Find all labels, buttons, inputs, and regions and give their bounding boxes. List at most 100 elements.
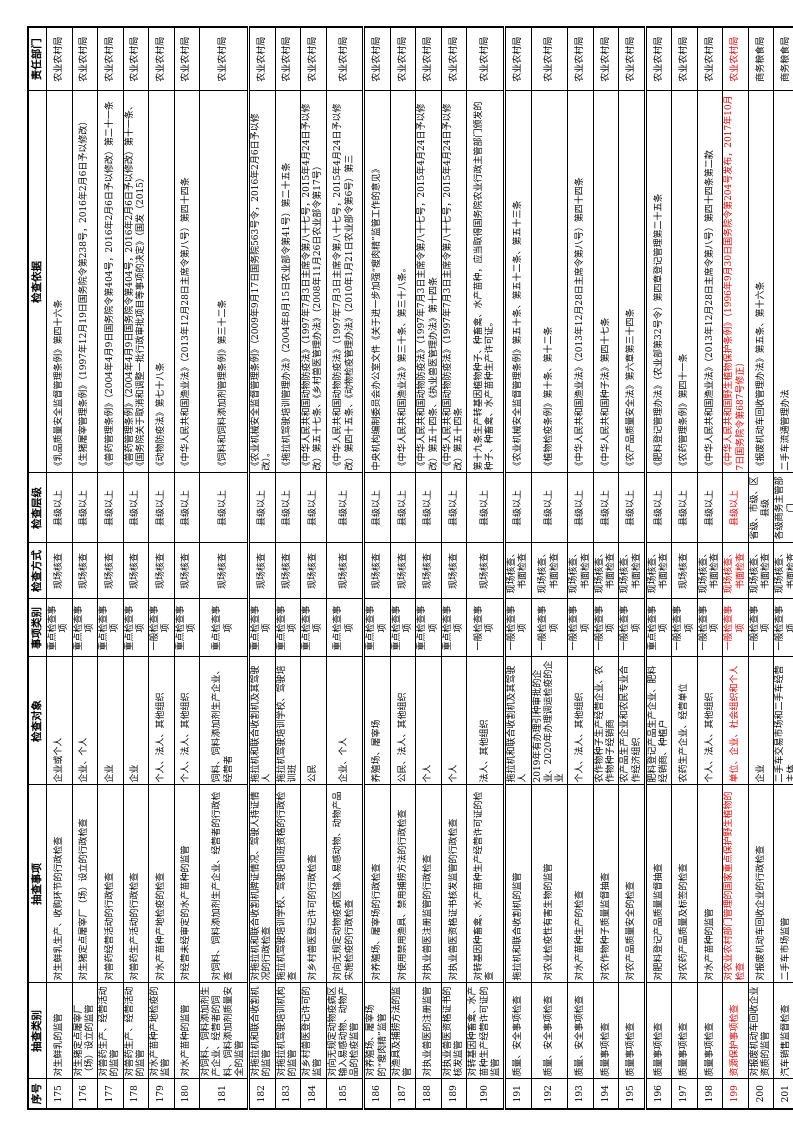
cell-category: 对渔具及捕捞方法的监管: [390, 983, 416, 1079]
cell-target: 个人: [441, 657, 467, 785]
cell-target: 农作物种子生产经营企业、农作物种子经销商: [593, 657, 619, 785]
cell-level: 县级以上: [123, 473, 149, 543]
cell-level: 县级以上: [697, 473, 723, 543]
cell-target: 个人、法人、其他组织: [567, 657, 594, 785]
table-row: 188 对执业兽医的注册监管 对执业兽医注册监管的行政检查 个人 重点检查事项 现场核查县…: [415, 27, 442, 1109]
cell-item-type: 重点检查事项: [275, 599, 301, 657]
cell-level: 县级以上: [618, 473, 646, 543]
cell-target: 二手车交易市场和二手车经营主体: [773, 657, 793, 785]
cell-level: 县级以上: [97, 473, 124, 543]
cell-no: 191: [504, 1079, 532, 1109]
cell-item-type: 重点检查事项: [72, 599, 98, 657]
cell-item: 对生猪定点屠宰厂（场）设立的行政检查: [72, 785, 98, 983]
cell-item-type: 重点检查事项: [46, 599, 73, 657]
cell-department: 农业农村局: [504, 27, 532, 91]
cell-no: 186: [363, 1079, 391, 1109]
cell-department: 农业农村局: [441, 27, 467, 91]
cell-item-type: 一般检查事项: [593, 599, 619, 657]
cell-no: 187: [390, 1079, 416, 1109]
cell-item-type: 重点检查事项: [248, 599, 276, 657]
rotated-table-container: 序号 抽查类别 抽查事项 检查对象 事项类别 检查方式 检查层级 检查依据 责任部门 175 对生…: [27, 26, 793, 1110]
cell-basis: 《农业机械安全监督管理条例》（2009年9月17日国务院563号令，2016年2…: [248, 91, 276, 473]
cell-no: 182: [248, 1079, 276, 1109]
cell-method: 现场核查: [671, 543, 698, 599]
cell-no: 185: [326, 1079, 364, 1109]
cell-method: 现场核查、书面检查: [531, 543, 568, 599]
cell-item: 对转基因种畜禽、水产苗种生产经营许可证的检查: [466, 785, 505, 983]
table-row: 195 质量事项检查 对农产品质量安全的检查 农产品生产企业和农民专业合作经济组织 一般…: [618, 27, 646, 1109]
cell-category: 对水产苗种产地检疫的监管: [148, 983, 175, 1079]
cell-method: 现场核查、书面检查: [504, 543, 532, 599]
cell-target: 农产品生产企业和农民专业合作经济组织: [618, 657, 646, 785]
cell-method: 现场核查: [148, 543, 175, 599]
cell-basis: 《中华人民共和国渔业法》（2013年12月28日主席令第八号）第四十四条第二款: [697, 91, 723, 473]
cell-item: 对兽药生产活动的行政检查: [123, 785, 149, 983]
table-row: 193 质量、安全事项检查 对水产苗种生产的检查 个人、法人、其他组织 一般检查事项 现场…: [567, 27, 594, 1109]
cell-category: 质量事项检查: [671, 983, 698, 1079]
cell-basis: 二手车流通管理办法: [773, 91, 793, 473]
cell-method: 现场核查: [363, 543, 391, 599]
cell-category: 对养殖场、屠宰场的“瘦肉精”监管: [363, 983, 391, 1079]
cell-level: 县级以上: [504, 473, 532, 543]
cell-method: 现场核查: [248, 543, 276, 599]
cell-target: 肥料登记产品生产企业、肥料经销商、种植户: [645, 657, 672, 785]
cell-basis: 《饲料和饲料添加剂管理条例》第三十二条: [199, 91, 249, 473]
table-body: 175 对生鲜乳的监管 对生鲜乳生产、收购环节的行政检查 企业或个人 重点检查事项 现场核…: [46, 27, 793, 1109]
cell-level: 各级商务主管部门: [773, 473, 793, 543]
cell-method: 现场核查、书面检查: [593, 543, 619, 599]
cell-basis: 中央机构编制委员会办公室文件《关于进一步加强“瘦肉精”监管工作的意见》: [363, 91, 391, 473]
cell-basis: 《中华人民共和国渔业法》（2013年12月28日主席令第八号）第四十四条: [174, 91, 200, 473]
cell-no: 190: [466, 1079, 505, 1109]
cell-basis: 《中华人民共和国动物防疫法》（1997年7月3日主席令第八十七号，2015年4月…: [300, 91, 327, 473]
cell-department: 农业农村局: [363, 27, 391, 91]
cell-item-type: 重点检查事项: [123, 599, 149, 657]
cell-level: 县级以上: [199, 473, 249, 543]
cell-no: 189: [441, 1079, 467, 1109]
header-cell: 责任部门: [28, 27, 47, 91]
cell-item-type: 一般检查事项: [773, 599, 793, 657]
cell-department: 农业农村局: [199, 27, 249, 91]
cell-no: 200: [748, 1079, 774, 1109]
cell-category: 对生猪定点屠宰厂（场）设立的监管: [72, 983, 98, 1079]
cell-target: 企业: [748, 657, 774, 785]
cell-method: 现场核查、书面检查: [722, 543, 749, 599]
cell-no: 195: [618, 1079, 646, 1109]
cell-item: 对生鲜乳生产、收购环节的行政检查: [46, 785, 73, 983]
cell-no: 196: [645, 1079, 672, 1109]
table-row: 194 质量事项检查 对农作物种子质量监督抽查 农作物种子生产经营企业、农作物种子经销…: [593, 27, 619, 1109]
cell-basis: 《中华人民共和国渔业法》（2013年12月28日主席令第八号）第四十四条: [567, 91, 594, 473]
cell-item-type: 重点检查事项: [97, 599, 124, 657]
cell-category: 对拖拉机驾驶培训机构的监管: [275, 983, 301, 1079]
cell-item: 拖拉机驾驶培训学校、驾驶培训班资格的行政检查: [275, 785, 301, 983]
cell-item-type: 重点检查事项: [645, 599, 672, 657]
cell-no: 184: [300, 1079, 327, 1109]
cell-level: 县级以上: [300, 473, 327, 543]
cell-category: 资源保护事项检查: [722, 983, 749, 1079]
cell-item-type: 重点检查事项: [390, 599, 416, 657]
cell-no: 183: [275, 1079, 301, 1109]
cell-department: 农业农村局: [326, 27, 364, 91]
cell-method: 现场核查: [390, 543, 416, 599]
cell-target: 个人: [415, 657, 442, 785]
cell-department: 农业农村局: [390, 27, 416, 91]
cell-department: 农业农村局: [97, 27, 124, 91]
cell-department: 农业农村局: [300, 27, 327, 91]
table-row: 191 质量、安全事项检查 拖拉机和联合收割机的监管 拖拉机和联合收割机及其驾驶人 一般…: [504, 27, 532, 1109]
cell-method: 现场核查、书面检查: [618, 543, 646, 599]
cell-basis: 《动物防疫法》第七十八条: [148, 91, 175, 473]
cell-item-type: 一般检查事项: [748, 599, 774, 657]
cell-item: 对使用禁用渔具、禁用捕捞方法的行政检查: [390, 785, 416, 983]
cell-basis: 《兽药管理条例》（2004年4月9日国务院令第404号，2016年2月6日予以修…: [123, 91, 149, 473]
cell-department: 农业农村局: [697, 27, 723, 91]
cell-method: 现场核查、书面检查: [748, 543, 774, 599]
cell-method: 现场核查: [174, 543, 200, 599]
cell-level: 县级以上: [531, 473, 568, 543]
cell-item: 对乡村兽医登记许可的行政检查: [300, 785, 327, 983]
cell-no: 192: [531, 1079, 568, 1109]
cell-item-type: 一般检查事项: [504, 599, 532, 657]
cell-item: 对农作物种子质量监督抽查: [593, 785, 619, 983]
cell-category: 质量事项检查: [645, 983, 672, 1079]
table-row: 178 对兽药生产、经营活动的监管 对兽药生产活动的行政检查 企业 重点检查事项 现场核查…: [123, 27, 149, 1109]
cell-target: 农药生产企业、经营单位: [671, 657, 698, 785]
cell-item: 对水产苗种生产的检查: [567, 785, 594, 983]
